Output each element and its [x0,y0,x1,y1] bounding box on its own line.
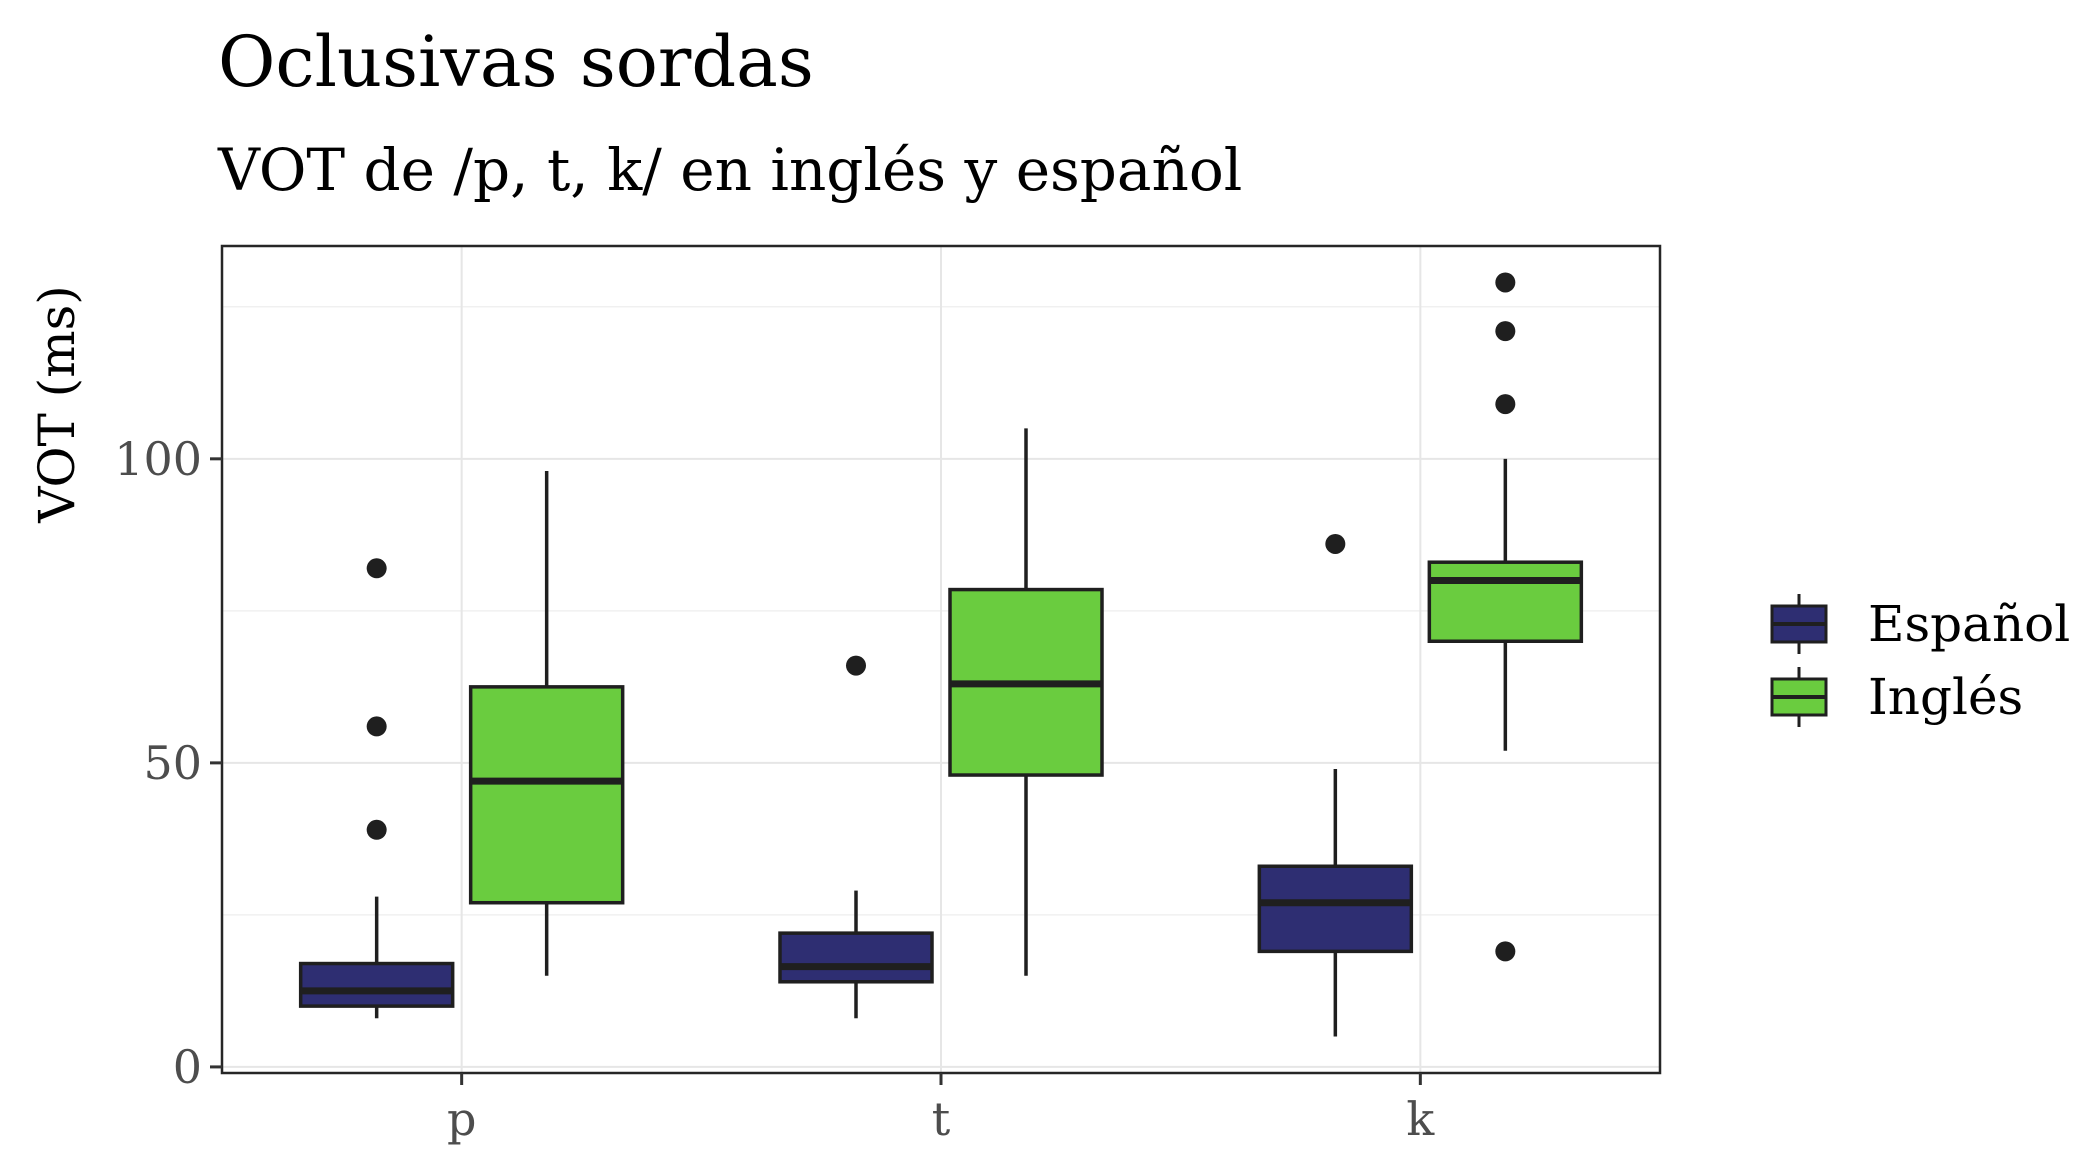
x-tick-label-t: t [932,1092,951,1146]
box-marks [298,272,1584,1037]
outlier-point [366,558,387,579]
box-k-Español [1257,533,1414,1037]
box-iqr [1257,864,1414,954]
x-tick-label-k: k [1406,1092,1435,1146]
outlier-point [1495,272,1516,293]
box-iqr [468,685,625,905]
outlier-point [366,716,387,737]
outlier-point [1495,394,1516,415]
box-iqr [778,931,934,984]
x-tick-label-p: p [447,1092,476,1146]
box-p-Español [298,558,455,1019]
legend-label: Español [1868,595,2070,653]
chart-subtitle: VOT de /p, t, k/ en inglés y español [217,136,1242,204]
y-tick-label: 0 [173,1040,202,1094]
legend-item-Inglés: Inglés [1770,667,2023,727]
box-t-Inglés [948,428,1104,976]
outlier-point [846,655,866,676]
box-iqr [1427,560,1584,644]
box-iqr [298,961,455,1008]
legend: Español Inglés [1770,594,2070,727]
box-k-Inglés [1427,272,1584,962]
outlier-point [366,819,387,840]
outlier-point [1495,941,1516,962]
major-gridlines [222,246,1660,1073]
y-axis: 0 50 100 [114,432,222,1094]
outlier-point [1495,321,1516,342]
legend-item-Español: Español [1770,594,2070,654]
plot-panel [220,244,1662,1075]
box-t-Español [778,655,934,1019]
y-axis-title: VOT (ms) [28,285,86,524]
y-tick-label: 50 [143,736,202,790]
box-p-Inglés [468,470,625,976]
legend-label: Inglés [1868,668,2023,726]
outlier-point [1325,533,1346,554]
y-tick-label: 100 [114,432,202,486]
chart-title: Oclusivas sordas [218,21,814,103]
